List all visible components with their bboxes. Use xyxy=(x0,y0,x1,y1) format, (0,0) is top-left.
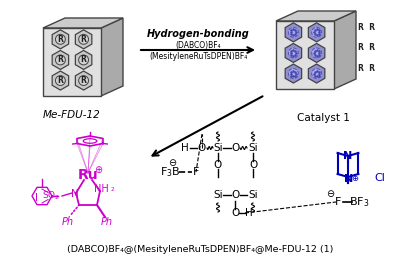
Circle shape xyxy=(56,34,65,44)
Text: NH: NH xyxy=(94,184,108,194)
Text: R: R xyxy=(81,55,86,64)
Text: N: N xyxy=(71,189,79,199)
Text: R: R xyxy=(81,35,86,44)
Circle shape xyxy=(79,34,88,44)
Text: R  R: R R xyxy=(358,23,375,32)
Polygon shape xyxy=(52,30,69,49)
Text: (DABCO)BF₄: (DABCO)BF₄ xyxy=(175,40,221,49)
Text: Me-FDU-12: Me-FDU-12 xyxy=(43,110,101,120)
Text: Cl: Cl xyxy=(374,173,385,183)
Polygon shape xyxy=(308,44,325,62)
Text: R  R: R R xyxy=(358,44,375,52)
Polygon shape xyxy=(285,44,302,62)
Text: N: N xyxy=(343,151,353,161)
Text: (MesityleneRuTsDPEN)BF₄: (MesityleneRuTsDPEN)BF₄ xyxy=(149,52,247,61)
Text: H: H xyxy=(181,143,189,153)
Circle shape xyxy=(312,27,322,37)
Polygon shape xyxy=(276,21,334,89)
Polygon shape xyxy=(276,11,356,21)
Text: SO$_2$: SO$_2$ xyxy=(42,190,60,202)
Polygon shape xyxy=(285,23,302,42)
Text: R: R xyxy=(58,55,63,64)
Text: F: F xyxy=(193,167,199,177)
Circle shape xyxy=(312,69,322,78)
Text: ⊕: ⊕ xyxy=(352,174,358,183)
Text: O: O xyxy=(231,208,239,218)
Text: Ph: Ph xyxy=(101,217,113,227)
Polygon shape xyxy=(52,71,69,90)
Circle shape xyxy=(288,48,298,58)
Text: O: O xyxy=(231,143,239,153)
Polygon shape xyxy=(75,30,92,49)
Text: R: R xyxy=(58,76,63,85)
Polygon shape xyxy=(308,64,325,83)
Polygon shape xyxy=(308,23,325,42)
Text: F$_3$B: F$_3$B xyxy=(160,165,180,179)
Text: Catalyst 1: Catalyst 1 xyxy=(296,113,350,123)
Text: ⊖: ⊖ xyxy=(168,158,176,168)
Circle shape xyxy=(288,27,298,37)
Text: Ru: Ru xyxy=(78,168,98,182)
Text: Si: Si xyxy=(248,190,258,200)
Circle shape xyxy=(288,69,298,78)
Text: R: R xyxy=(81,76,86,85)
Text: Si: Si xyxy=(213,190,223,200)
Polygon shape xyxy=(75,71,92,90)
Polygon shape xyxy=(75,51,92,69)
Text: Hydrogen-bonding: Hydrogen-bonding xyxy=(147,29,249,39)
Text: F: F xyxy=(335,197,341,207)
Polygon shape xyxy=(101,18,123,96)
Text: H: H xyxy=(245,208,253,218)
Text: ⊕: ⊕ xyxy=(94,165,102,175)
Text: O: O xyxy=(249,160,257,170)
Circle shape xyxy=(79,76,88,85)
Circle shape xyxy=(56,55,65,65)
Polygon shape xyxy=(285,64,302,83)
Circle shape xyxy=(56,76,65,85)
Circle shape xyxy=(312,48,322,58)
Text: Si: Si xyxy=(248,143,258,153)
Text: O: O xyxy=(231,190,239,200)
Text: Ph: Ph xyxy=(62,217,74,227)
Text: O: O xyxy=(214,160,222,170)
Text: (DABCO)BF₄@(MesityleneRuTsDPEN)BF₄@Me-FDU-12 (1): (DABCO)BF₄@(MesityleneRuTsDPEN)BF₄@Me-FD… xyxy=(67,246,333,255)
Polygon shape xyxy=(334,11,356,89)
Text: BF$_3$: BF$_3$ xyxy=(349,195,369,209)
Text: Si: Si xyxy=(213,143,223,153)
Polygon shape xyxy=(43,28,101,96)
Polygon shape xyxy=(43,18,123,28)
Polygon shape xyxy=(52,51,69,69)
Circle shape xyxy=(79,55,88,65)
Text: R: R xyxy=(58,35,63,44)
Text: R  R: R R xyxy=(358,64,375,73)
Text: N: N xyxy=(344,174,354,184)
Text: $_2$: $_2$ xyxy=(110,184,115,193)
Text: O: O xyxy=(198,143,206,153)
Text: ⊖: ⊖ xyxy=(326,189,334,199)
